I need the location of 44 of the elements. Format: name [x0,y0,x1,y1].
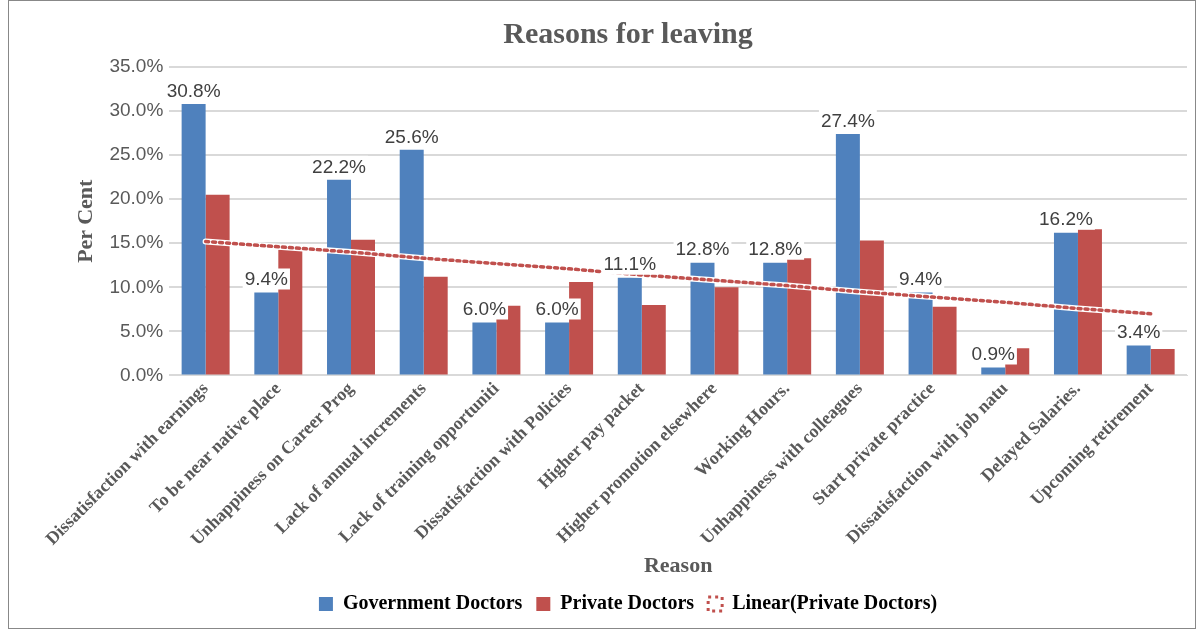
data-label: 9.4% [244,268,289,290]
y-tick-label: 15.0% [109,231,164,253]
data-label: 30.8% [166,79,221,101]
data-label: 16.2% [1039,208,1094,230]
y-tick-label: 20.0% [109,187,164,209]
data-label: 11.1% [603,253,657,275]
data-label: 9.4% [898,268,943,290]
bar [399,149,424,375]
legend-label: Linear(Private Doctors) [732,591,938,615]
data-label: 27.4% [820,109,875,131]
y-tick-label: 0.0% [119,363,164,385]
x-axis-title: Reason [643,552,713,578]
y-tick-label: 30.0% [109,99,164,121]
bar [254,292,279,375]
legend-label: Private Doctors [560,591,695,614]
bar [932,306,957,375]
bar [472,322,497,375]
legend-label: Government Doctors [342,591,523,614]
bar [327,179,352,375]
bar [908,292,933,375]
y-tick-label: 35.0% [109,55,164,77]
data-label: 3.4% [1117,321,1161,343]
bar [423,276,448,375]
bar [835,133,860,375]
bar [641,304,666,375]
y-tick-label: 10.0% [109,275,164,297]
data-label: 12.8% [748,238,803,260]
y-axis-title: Per Cent [71,178,97,263]
data-label: 6.0% [462,298,507,320]
bar [690,262,715,375]
y-tick-label: 25.0% [109,143,164,165]
data-label: 0.9% [971,343,1016,365]
data-label: 22.2% [312,155,367,177]
chart-title: Reasons for leaving [503,15,753,49]
bar [1126,345,1151,375]
bar [1150,349,1175,375]
bar [714,287,739,375]
data-label: 25.6% [384,125,439,147]
bar [1053,232,1078,375]
data-label: 12.8% [675,238,730,260]
bar [545,322,570,375]
y-tick-label: 5.0% [119,319,164,341]
bar [181,104,206,375]
data-label: 6.0% [535,298,579,320]
